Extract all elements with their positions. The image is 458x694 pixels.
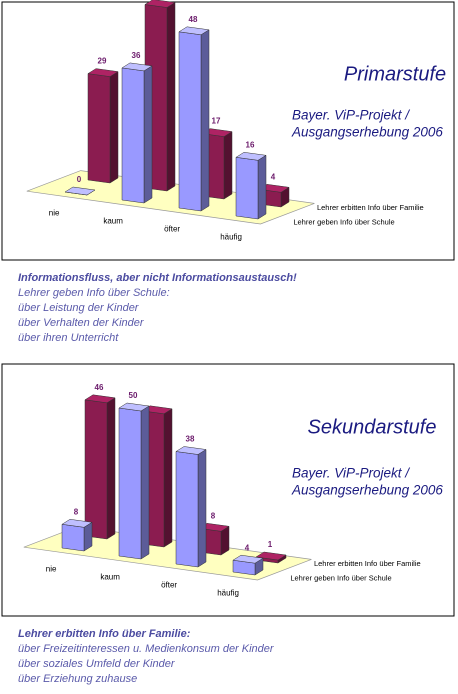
- bar-front: [118, 407, 142, 560]
- legend-label: Lehrer erbitten Info über Familie: [314, 559, 421, 568]
- bar-side: [166, 2, 176, 192]
- bar-side: [197, 449, 207, 568]
- bar-top: [235, 152, 267, 161]
- legend-label: Lehrer geben Info über Schule: [293, 218, 394, 227]
- x-tick-label: kaum: [103, 217, 123, 226]
- x-tick-label: nie: [46, 565, 57, 574]
- bar: [121, 62, 153, 204]
- caption-heading: Informationsfluss, aber nicht Informatio…: [18, 272, 297, 284]
- bar-top: [84, 394, 116, 404]
- bar: [61, 519, 93, 552]
- bar: [232, 554, 264, 576]
- bar: [178, 26, 210, 212]
- bar-top: [61, 519, 93, 528]
- chart-subtitle: Ausgangserhebung 2006: [291, 125, 443, 140]
- x-tick-label: häufig: [217, 589, 239, 598]
- x-tick-label: öfter: [164, 225, 180, 234]
- caption-line: über ihren Unterricht: [18, 332, 119, 344]
- bar: [64, 186, 96, 196]
- data-label: 4: [271, 172, 276, 181]
- bar-front: [84, 399, 108, 540]
- x-tick-label: häufig: [220, 233, 242, 242]
- bar-top: [232, 554, 264, 564]
- data-label: 29: [98, 57, 107, 66]
- x-tick-label: kaum: [100, 573, 120, 582]
- bar-front: [87, 73, 111, 184]
- data-label: 16: [246, 140, 255, 149]
- bar: [84, 394, 116, 540]
- bar-front: [121, 67, 145, 204]
- chart-subtitle: Ausgangserhebung 2006: [291, 483, 443, 498]
- data-label: 48: [189, 15, 198, 24]
- bar-top: [175, 446, 207, 455]
- data-label: 0: [77, 175, 82, 184]
- caption-line: über Verhalten der Kinder: [18, 317, 145, 329]
- bar-front: [178, 31, 202, 212]
- data-label: 17: [212, 117, 221, 126]
- bar-top: [255, 551, 287, 561]
- x-tick-label: öfter: [161, 581, 177, 590]
- data-label: 4: [245, 543, 250, 552]
- bar-top: [64, 186, 96, 196]
- caption-line: über Freizeitinteressen u. Medienkonsum …: [18, 643, 275, 655]
- bar-top: [87, 68, 119, 77]
- bar-front: [61, 524, 85, 552]
- bar-top: [144, 0, 176, 8]
- chart-title: Sekundarstufe: [308, 416, 437, 438]
- bar-top: [178, 26, 210, 36]
- data-label: 38: [186, 435, 195, 444]
- bar-front: [235, 157, 259, 220]
- x-tick-label: nie: [49, 209, 60, 218]
- data-label: 36: [132, 51, 141, 60]
- caption-line: Lehrer geben Info über Schule:: [18, 287, 170, 299]
- bar-side: [109, 71, 119, 184]
- bar-side: [257, 154, 267, 220]
- bar-side: [140, 405, 150, 560]
- data-label: 8: [74, 507, 79, 516]
- data-label: 46: [95, 383, 104, 392]
- caption-line: über Erziehung zuhause: [18, 673, 137, 685]
- data-label: 8: [211, 511, 216, 520]
- bar-top: [118, 402, 150, 412]
- chart-subtitle: Bayer. ViP-Projekt /: [292, 108, 410, 123]
- caption-line: über Leistung der Kinder: [18, 302, 140, 314]
- chart-title: Primarstufe: [344, 63, 446, 85]
- bar-side: [163, 408, 173, 548]
- data-label: 1: [268, 540, 273, 549]
- bar-side: [200, 29, 210, 212]
- bar: [175, 446, 207, 568]
- legend-label: Lehrer geben Info über Schule: [290, 574, 391, 583]
- bar-top: [121, 62, 153, 72]
- caption-line: über soziales Umfeld der Kinder: [18, 658, 176, 670]
- bar: [87, 68, 119, 184]
- chart-subtitle: Bayer. ViP-Projekt /: [292, 466, 410, 481]
- data-label: 50: [129, 391, 138, 400]
- caption-heading: Lehrer erbitten Info über Familie:: [18, 628, 191, 640]
- bar: [235, 152, 267, 220]
- legend-label: Lehrer erbitten Info über Familie: [317, 203, 424, 212]
- bar-side: [223, 131, 233, 200]
- bar-front: [175, 451, 199, 568]
- bar: [118, 402, 150, 560]
- bar-side: [143, 65, 153, 204]
- bar-side: [106, 397, 116, 540]
